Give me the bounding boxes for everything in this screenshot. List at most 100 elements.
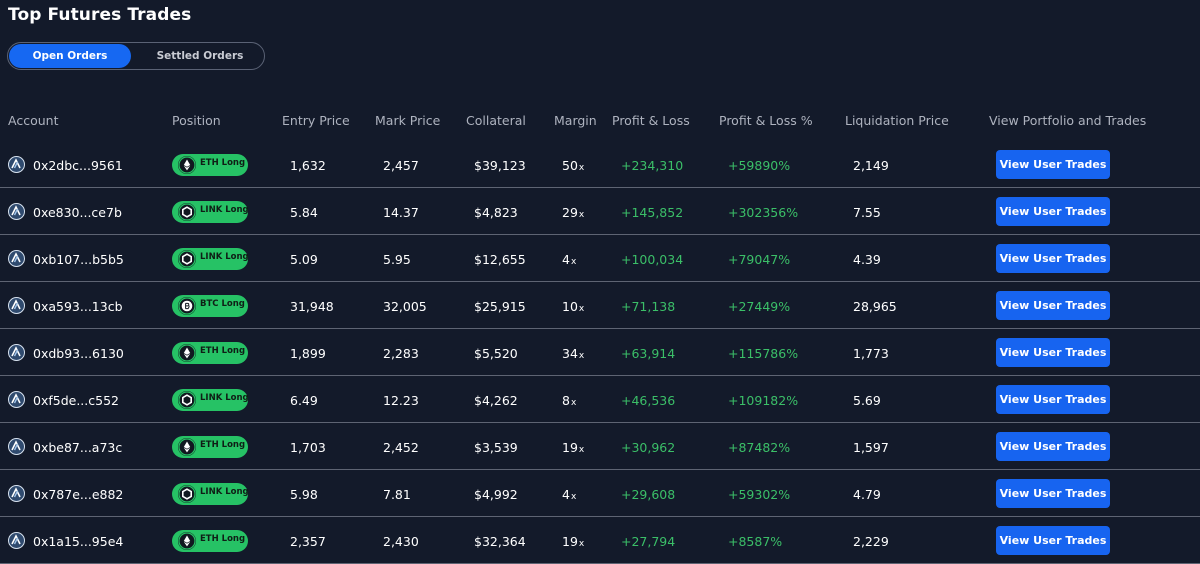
position-label: BTC Long	[200, 299, 245, 309]
margin: 4x	[562, 252, 576, 267]
margin-value: 4	[562, 487, 570, 502]
view-user-trades-button[interactable]: View User Trades	[996, 385, 1110, 414]
collateral: $3,539	[474, 440, 518, 455]
position-label: ETH Long	[200, 158, 246, 168]
entry-price: 2,357	[290, 534, 326, 549]
account-address[interactable]: 0xa593...13cb	[33, 299, 123, 314]
mark-price: 12.23	[383, 393, 419, 408]
margin: 34x	[562, 346, 584, 361]
entry-price: 31,948	[290, 299, 334, 314]
tab-settled-orders[interactable]: Settled Orders	[156, 50, 244, 62]
account-address[interactable]: 0xdb93...6130	[33, 346, 124, 361]
collateral: $25,915	[474, 299, 526, 314]
collateral: $4,823	[474, 205, 518, 220]
margin-value: 19	[562, 440, 578, 455]
table-row: 0xbe87...a73c ETH Long 1,703 2,452 $3,53…	[0, 423, 1200, 470]
header-position: Position	[172, 113, 221, 128]
liquidation-price: 4.79	[853, 487, 881, 502]
header-margin: Margin	[554, 113, 597, 128]
margin-value: 34	[562, 346, 578, 361]
account-address[interactable]: 0x2dbc...9561	[33, 158, 123, 173]
row-divider	[0, 187, 1200, 188]
header-pnl: Profit & Loss	[612, 113, 690, 128]
margin-suffix: x	[570, 257, 577, 267]
header-liquidation-price: Liquidation Price	[845, 113, 949, 128]
entry-price: 5.84	[290, 205, 318, 220]
account-avatar-icon	[8, 250, 25, 267]
table-row: 0x1a15...95e4 ETH Long 2,357 2,430 $32,3…	[0, 517, 1200, 564]
margin-suffix: x	[578, 351, 585, 361]
view-user-trades-button[interactable]: View User Trades	[996, 479, 1110, 508]
entry-price: 1,703	[290, 440, 326, 455]
position-label: ETH Long	[200, 534, 246, 544]
view-user-trades-button[interactable]: View User Trades	[996, 338, 1110, 367]
collateral: $32,364	[474, 534, 526, 549]
collateral: $39,123	[474, 158, 526, 173]
mark-price: 32,005	[383, 299, 427, 314]
margin: 8x	[562, 393, 576, 408]
account-address[interactable]: 0xbe87...a73c	[33, 440, 123, 455]
account-address[interactable]: 0xf5de...c552	[33, 393, 119, 408]
row-divider	[0, 328, 1200, 329]
margin: 50x	[562, 158, 584, 173]
mark-price: 2,452	[383, 440, 419, 455]
table-row: 0x2dbc...9561 ETH Long 1,632 2,457 $39,1…	[0, 141, 1200, 188]
mark-price: 7.81	[383, 487, 411, 502]
position-label: LINK Long	[200, 252, 249, 262]
margin-value: 8	[562, 393, 570, 408]
position-badge: ETH Long	[172, 342, 248, 364]
tab-open-orders[interactable]: Open Orders	[9, 44, 131, 68]
margin-suffix: x	[570, 492, 577, 502]
btc-icon	[178, 297, 196, 315]
margin-suffix: x	[570, 398, 577, 408]
table-row: 0xe830...ce7b LINK Long 5.84 14.37 $4,82…	[0, 188, 1200, 235]
eth-icon	[178, 344, 196, 362]
pnl-pct-value: +109182%	[728, 393, 799, 408]
table-row: 0xdb93...6130 ETH Long 1,899 2,283 $5,52…	[0, 329, 1200, 376]
account-avatar-icon	[8, 485, 25, 502]
pnl-pct-value: +87482%	[728, 440, 791, 455]
account-address[interactable]: 0x787e...e882	[33, 487, 124, 502]
view-user-trades-button[interactable]: View User Trades	[996, 291, 1110, 320]
view-user-trades-button[interactable]: View User Trades	[996, 432, 1110, 461]
account-avatar-icon	[8, 156, 25, 173]
position-badge: LINK Long	[172, 201, 249, 223]
position-label: LINK Long	[200, 487, 249, 497]
eth-icon	[178, 532, 196, 550]
margin-suffix: x	[578, 163, 585, 173]
table-header: Account Position Entry Price Mark Price …	[0, 113, 1200, 129]
pnl-value: +100,034	[621, 252, 684, 267]
pnl-pct-value: +302356%	[728, 205, 799, 220]
pnl-value: +234,310	[621, 158, 684, 173]
margin-suffix: x	[578, 539, 585, 549]
account-avatar-icon	[8, 438, 25, 455]
view-user-trades-button[interactable]: View User Trades	[996, 150, 1110, 179]
pnl-pct-value: +8587%	[728, 534, 783, 549]
account-address[interactable]: 0x1a15...95e4	[33, 534, 124, 549]
position-badge: LINK Long	[172, 248, 249, 270]
margin: 19x	[562, 440, 584, 455]
entry-price: 1,632	[290, 158, 326, 173]
header-account: Account	[8, 113, 59, 128]
liquidation-price: 2,229	[853, 534, 889, 549]
mark-price: 2,457	[383, 158, 419, 173]
link-icon	[178, 250, 196, 268]
row-divider	[0, 516, 1200, 517]
view-user-trades-button[interactable]: View User Trades	[996, 244, 1110, 273]
position-label: LINK Long	[200, 205, 249, 215]
account-address[interactable]: 0xe830...ce7b	[33, 205, 122, 220]
margin: 10x	[562, 299, 584, 314]
margin-value: 4	[562, 252, 570, 267]
margin-suffix: x	[578, 210, 585, 220]
margin-value: 10	[562, 299, 578, 314]
account-address[interactable]: 0xb107...b5b5	[33, 252, 124, 267]
view-user-trades-button[interactable]: View User Trades	[996, 526, 1110, 555]
position-label: LINK Long	[200, 393, 249, 403]
account-avatar-icon	[8, 344, 25, 361]
margin: 29x	[562, 205, 584, 220]
liquidation-price: 2,149	[853, 158, 889, 173]
view-user-trades-button[interactable]: View User Trades	[996, 197, 1110, 226]
position-badge: LINK Long	[172, 483, 249, 505]
pnl-value: +145,852	[621, 205, 684, 220]
entry-price: 5.98	[290, 487, 318, 502]
